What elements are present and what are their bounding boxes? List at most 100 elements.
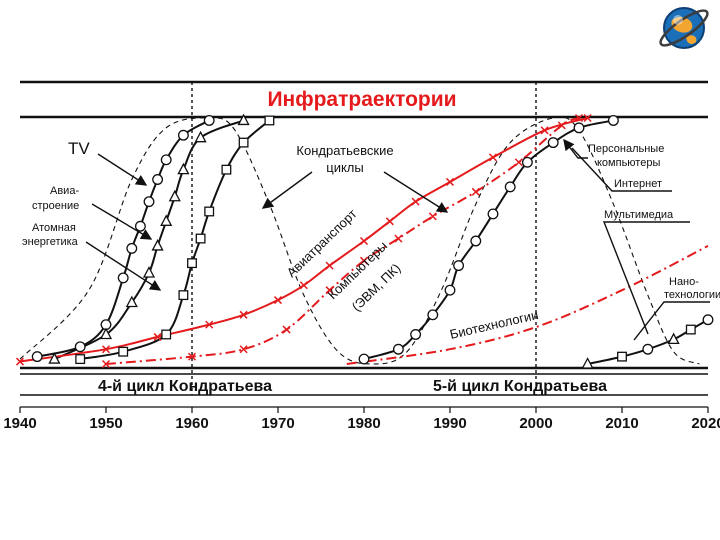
series-6-point <box>358 353 370 365</box>
label-atom-1: Атомная <box>32 222 76 234</box>
arrow-multimedia <box>602 221 690 335</box>
series-2-point <box>238 137 249 148</box>
series-5-point <box>239 345 248 354</box>
series-1-point <box>151 239 164 251</box>
arrow-cycles-right <box>383 171 449 213</box>
series-6-point <box>470 235 482 247</box>
series-5-point <box>514 158 523 167</box>
series-4-point <box>299 281 308 290</box>
x-tick-label: 2000 <box>519 415 552 432</box>
series-5-point <box>282 325 291 334</box>
x-tick-label: 2020 <box>691 415 720 432</box>
series-8-point <box>685 324 696 335</box>
series-4-point <box>445 177 455 186</box>
series-5-point <box>187 352 197 361</box>
series-4-point <box>385 217 394 226</box>
series-0-point <box>177 129 189 141</box>
series-1-point <box>168 189 181 202</box>
series-5-point <box>574 113 584 123</box>
x-tick-label: 1980 <box>347 415 380 432</box>
series-8-point <box>642 343 654 355</box>
chart-title: Инфратраектории <box>267 88 456 111</box>
arrow-avia <box>91 203 153 240</box>
label-nano-2: технологии <box>664 289 720 301</box>
series-line-3 <box>19 116 700 365</box>
arrow-atom <box>85 241 162 291</box>
series-4-point <box>583 113 592 123</box>
series-1-point <box>99 327 113 340</box>
series-1-point <box>177 162 190 175</box>
label-multimedia: Мультимедиа <box>604 209 674 221</box>
arrow-pc <box>563 138 588 159</box>
series-4-point <box>101 345 111 354</box>
series-2-point <box>264 115 275 126</box>
series-line-1 <box>53 119 244 361</box>
x-tick-label: 1940 <box>3 415 36 432</box>
label-avia-2: строение <box>32 200 79 212</box>
series-1-point <box>142 266 156 278</box>
series-0-point <box>203 115 215 126</box>
series-0-point <box>117 272 129 284</box>
series-4-point <box>411 197 420 206</box>
series-6-point <box>392 343 404 355</box>
series-6-point <box>487 208 499 220</box>
series-1-point <box>194 130 207 143</box>
series-6-point <box>410 329 422 340</box>
x-tick-label: 1960 <box>175 415 208 432</box>
label-kondratiev-1: Кондратьевские <box>296 143 393 158</box>
cycle-5-label: 5-й цикл Кондратьева <box>433 378 607 395</box>
label-pc-2: компьютеры <box>597 157 660 169</box>
series-2-point <box>195 233 206 244</box>
series-4-point <box>273 296 283 305</box>
series-6-point <box>547 137 559 149</box>
label-atom-2: энергетика <box>22 236 79 248</box>
series-line-7 <box>346 245 709 365</box>
series-4-point <box>540 126 549 135</box>
series-2-point <box>187 258 197 269</box>
series-2-point <box>221 164 232 175</box>
leader-arrows <box>85 138 710 341</box>
cycle-4-label: 4-й цикл Кондратьева <box>98 378 272 395</box>
series-4-point <box>239 310 248 319</box>
series-6-point <box>427 309 439 321</box>
series-4-point <box>488 153 498 162</box>
arrow-nano <box>633 301 710 341</box>
series-8-point <box>581 357 594 369</box>
series-0-point <box>143 196 155 208</box>
globe-icon <box>659 7 709 49</box>
series-8-point <box>617 351 627 362</box>
series-5-point <box>557 121 566 130</box>
series-5-point <box>101 359 111 369</box>
series-5-point <box>471 187 480 196</box>
x-tick-label: 1950 <box>89 415 122 432</box>
series-2-point <box>178 290 189 301</box>
series-5-point <box>359 256 369 265</box>
series-5-point <box>428 212 437 221</box>
series-6-point <box>521 156 533 168</box>
x-tick-label: 2010 <box>605 415 638 432</box>
series-4-point <box>15 357 25 366</box>
label-avia-1: Авиа- <box>50 185 79 197</box>
series-1-point <box>48 352 61 364</box>
series-1-point <box>125 295 138 308</box>
x-tick-label: 1990 <box>433 415 466 432</box>
arrow-tv <box>97 153 148 186</box>
series-2-point <box>118 346 129 357</box>
series-2-point <box>75 354 86 365</box>
series-0-point <box>74 341 86 353</box>
series-6-point <box>607 115 619 126</box>
series-4-point <box>205 320 214 329</box>
series-line-2 <box>80 119 271 361</box>
series-6-point <box>453 260 465 272</box>
series-8-point <box>667 332 680 345</box>
series-8-point <box>702 314 714 326</box>
series-0-point <box>126 242 138 254</box>
x-tick-label: 1970 <box>261 415 294 432</box>
series-6-point <box>573 122 585 134</box>
series-1-point <box>160 214 173 226</box>
series-5-point <box>325 286 334 295</box>
series-4-point <box>153 332 162 341</box>
series-6-point <box>444 284 456 296</box>
arrow-cycles-left <box>261 171 313 209</box>
